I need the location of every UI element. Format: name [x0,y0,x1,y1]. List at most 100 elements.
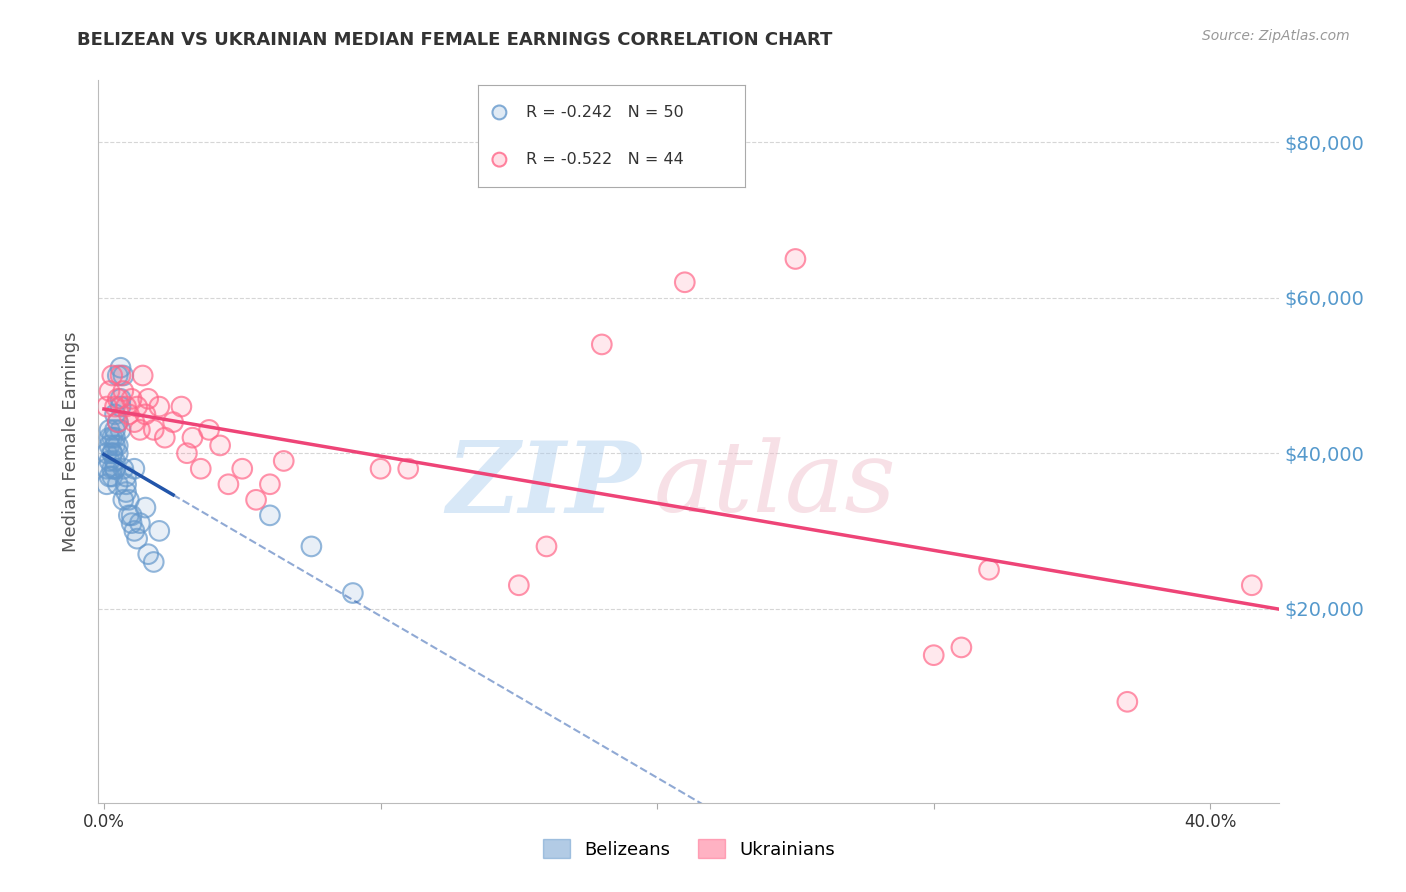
Point [299,540,322,554]
Point [591,337,613,351]
Point [785,252,807,266]
Point [231,461,253,475]
Point [136,392,159,406]
Point [217,477,239,491]
Point [98,423,121,437]
Text: R = -0.242   N = 50: R = -0.242 N = 50 [526,105,683,120]
Point [96,400,118,414]
Point [107,438,129,452]
Point [1240,578,1263,592]
Point [110,392,132,406]
Point [96,461,118,475]
Point [101,446,124,460]
Point [104,400,127,414]
Point [112,384,135,398]
Point [785,252,807,266]
Point [107,446,129,460]
Point [112,461,135,475]
Point [104,423,127,437]
Point [107,392,129,406]
Point [170,400,193,414]
Point [115,400,138,414]
Point [217,477,239,491]
Point [922,648,945,663]
Point [142,423,165,437]
Point [124,415,146,429]
Point [129,516,152,530]
Point [142,423,165,437]
Point [1116,695,1139,709]
Point [112,368,135,383]
Point [104,461,127,475]
Point [190,461,212,475]
Point [129,423,152,437]
Point [134,500,156,515]
Point [977,563,1000,577]
Point [134,500,156,515]
Point [110,423,132,437]
Point [129,516,152,530]
Point [107,368,129,383]
Text: R = -0.522   N = 44: R = -0.522 N = 44 [526,153,683,167]
Point [342,586,364,600]
Point [121,508,143,523]
Point [536,540,558,554]
Point [245,492,267,507]
Point [115,477,138,491]
Point [101,469,124,483]
Point [121,392,143,406]
Point [950,640,973,655]
Point [127,400,149,414]
Point [127,532,149,546]
Point [299,540,322,554]
Point [98,454,121,468]
Point [104,408,127,422]
Text: ZIP: ZIP [447,437,641,533]
Text: BELIZEAN VS UKRAINIAN MEDIAN FEMALE EARNINGS CORRELATION CHART: BELIZEAN VS UKRAINIAN MEDIAN FEMALE EARN… [77,31,832,49]
Point [273,454,295,468]
Point [118,508,141,523]
Point [488,153,510,167]
Point [104,454,127,468]
Point [101,446,124,460]
Point [101,446,124,460]
Point [96,477,118,491]
Point [153,431,176,445]
Point [127,400,149,414]
Point [136,547,159,561]
Point [370,461,392,475]
Point [98,431,121,445]
Point [142,555,165,569]
Point [115,469,138,483]
Point [198,423,221,437]
Point [98,384,121,398]
Point [101,461,124,475]
Point [209,438,232,452]
Point [488,105,510,120]
Point [134,408,156,422]
Point [107,477,129,491]
Point [107,438,129,452]
Point [508,578,530,592]
Point [121,392,143,406]
Point [209,438,232,452]
Point [98,438,121,452]
Point [104,431,127,445]
Y-axis label: Median Female Earnings: Median Female Earnings [62,331,80,552]
Point [115,400,138,414]
Point [396,461,419,475]
Point [112,461,135,475]
Text: atlas: atlas [654,437,896,533]
Point [96,446,118,460]
Point [673,275,696,289]
Point [104,461,127,475]
Point [148,400,170,414]
Point [176,446,198,460]
Point [112,368,135,383]
Point [977,563,1000,577]
Point [104,454,127,468]
Point [121,508,143,523]
Point [104,431,127,445]
Point [110,392,132,406]
Point [148,524,170,538]
